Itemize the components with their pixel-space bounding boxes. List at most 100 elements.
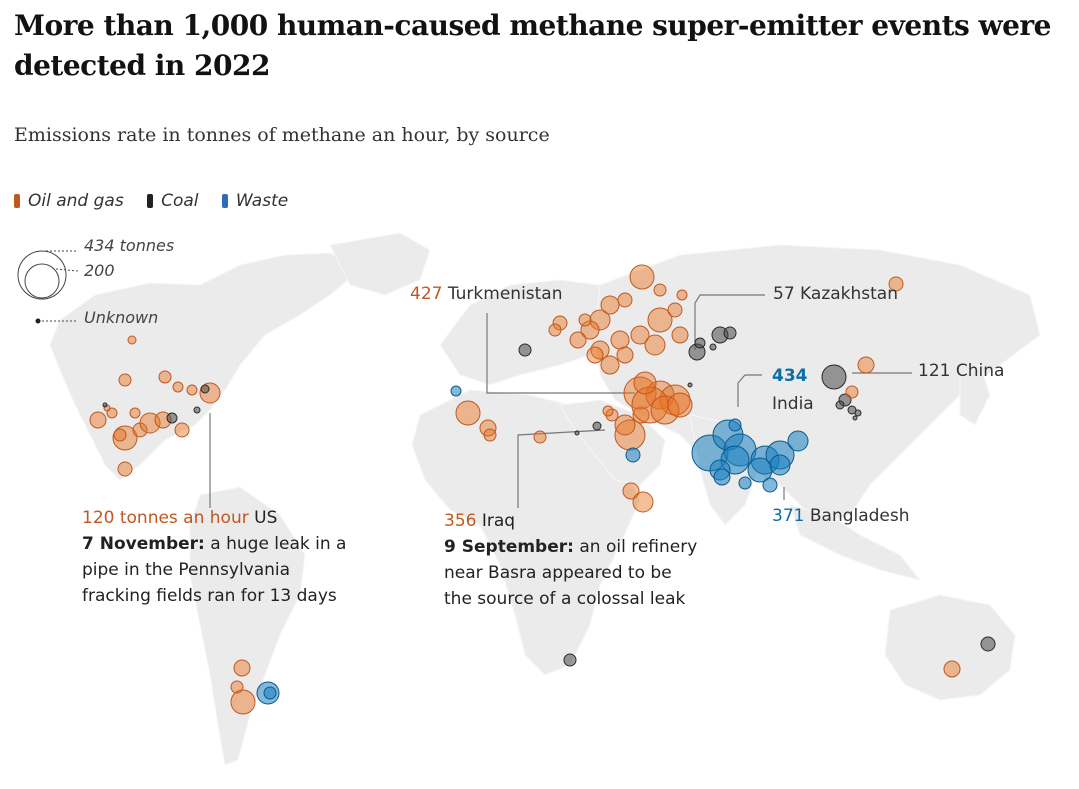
annotation-us-country: US bbox=[254, 508, 278, 528]
size-key-label-unknown: Unknown bbox=[84, 308, 159, 327]
annotation-us-date: 7 November: bbox=[82, 534, 205, 554]
size-key-label-200: 200 bbox=[84, 261, 115, 280]
waste-bubble-25 bbox=[263, 686, 277, 700]
oil-gas-bubble-64 bbox=[616, 346, 634, 364]
oil-gas-bubble-29 bbox=[533, 430, 547, 444]
oil-gas-bubble-62 bbox=[667, 302, 683, 318]
coal-bubble-19 bbox=[193, 406, 201, 414]
annotation-us-text3: fracking fields ran for 13 days bbox=[82, 586, 337, 606]
oil-gas-bubble-35 bbox=[602, 405, 614, 417]
label-india: 434 India bbox=[772, 362, 814, 418]
oil-gas-bubble-46 bbox=[667, 392, 693, 418]
oil-gas-bubble-23 bbox=[230, 689, 256, 715]
oil-gas-bubble-96 bbox=[857, 356, 875, 374]
oil-gas-bubble-48 bbox=[632, 491, 654, 513]
land-greenland bbox=[329, 232, 431, 296]
legend-swatch-coal bbox=[147, 194, 154, 208]
size-key-dot-unknown bbox=[35, 318, 41, 324]
chart-subtitle: Emissions rate in tonnes of methane an h… bbox=[14, 124, 550, 146]
annotation-iraq-text2: near Basra appeared to be bbox=[444, 563, 672, 583]
legend: Oil and gas Coal Waste bbox=[14, 191, 306, 213]
label-turkmenistan-country: Turkmenistan bbox=[447, 284, 563, 304]
coal-bubble-75 bbox=[518, 343, 532, 357]
annotation-iraq-text3: the source of a colossal leak bbox=[444, 589, 686, 609]
coal-bubble-95 bbox=[854, 409, 862, 417]
chart-title: More than 1,000 human-caused methane sup… bbox=[14, 9, 1052, 82]
oil-gas-bubble-10 bbox=[186, 384, 198, 396]
label-kazakhstan-country: Kazakhstan bbox=[800, 284, 898, 304]
annotation-iraq-date: 9 September: bbox=[444, 537, 574, 557]
oil-gas-bubble-33 bbox=[614, 414, 636, 436]
annotation-us-text1: a huge leak in a bbox=[204, 534, 347, 554]
oil-gas-bubble-56 bbox=[548, 323, 562, 337]
coal-bubble-71 bbox=[694, 337, 706, 349]
coal-bubble-101 bbox=[980, 636, 996, 652]
size-key-tick-200 bbox=[55, 268, 79, 272]
oil-gas-bubble-98 bbox=[888, 276, 904, 292]
emission-bubbles bbox=[89, 264, 996, 715]
oil-gas-bubble-1 bbox=[158, 370, 172, 384]
annotation-us-value: 120 tonnes an hour bbox=[82, 508, 249, 528]
oil-gas-bubble-14 bbox=[129, 407, 141, 419]
oil-gas-bubble-3 bbox=[89, 411, 107, 429]
oil-gas-bubble-47 bbox=[633, 371, 657, 395]
world-map bbox=[17, 232, 1041, 766]
size-key bbox=[17, 250, 79, 324]
waste-bubble-89 bbox=[769, 454, 791, 476]
land-southeast-asia bbox=[789, 504, 922, 581]
label-india-value: 434 bbox=[772, 366, 808, 386]
annotation-iraq: 356 Iraq 9 September: an oil refinery ne… bbox=[444, 508, 697, 612]
coal-bubble-94 bbox=[847, 405, 857, 415]
oil-gas-bubble-63 bbox=[671, 326, 689, 344]
label-turkmenistan: 427 Turkmenistan bbox=[410, 284, 563, 304]
oil-gas-bubble-97 bbox=[845, 385, 859, 399]
oil-gas-bubble-65 bbox=[600, 355, 620, 375]
legend-swatch-waste bbox=[221, 194, 228, 208]
waste-bubble-36 bbox=[450, 385, 462, 397]
waste-bubble-86 bbox=[787, 430, 809, 452]
oil-gas-bubble-31 bbox=[605, 408, 619, 422]
waste-bubble-90 bbox=[728, 418, 742, 432]
annotation-us: 120 tonnes an hour US 7 November: a huge… bbox=[82, 505, 346, 609]
oil-gas-bubble-61 bbox=[647, 307, 673, 333]
land-south-america bbox=[189, 486, 306, 766]
coal-bubble-93 bbox=[835, 400, 845, 410]
waste-bubble-37 bbox=[625, 447, 641, 463]
label-china-country: China bbox=[955, 361, 1005, 381]
coal-bubble-76 bbox=[687, 382, 693, 388]
oil-gas-bubble-52 bbox=[589, 309, 611, 331]
label-china-value: 121 bbox=[918, 361, 951, 381]
annotation-iraq-country: Iraq bbox=[481, 511, 516, 531]
legend-item-oil-and-gas: Oil and gas bbox=[14, 191, 124, 211]
oil-gas-bubble-51 bbox=[600, 295, 620, 315]
oil-gas-bubble-49 bbox=[629, 264, 655, 290]
annotation-iraq-text1: an oil refinery bbox=[573, 537, 698, 557]
oil-gas-bubble-59 bbox=[630, 325, 650, 345]
oil-gas-bubble-57 bbox=[590, 340, 610, 360]
coal-bubble-20 bbox=[102, 402, 108, 408]
annotation-iraq-value: 356 bbox=[444, 511, 477, 531]
oil-gas-bubble-54 bbox=[569, 331, 587, 349]
waste-bubble-82 bbox=[713, 468, 731, 486]
label-china: 121 China bbox=[918, 361, 1004, 381]
waste-bubble-88 bbox=[762, 477, 778, 493]
land-masses bbox=[49, 232, 1041, 766]
oil-gas-bubble-100 bbox=[943, 660, 961, 678]
label-turkmenistan-value: 427 bbox=[410, 284, 443, 304]
oil-gas-bubble-28 bbox=[483, 428, 497, 442]
size-key-circle-200 bbox=[24, 263, 60, 299]
oil-gas-bubble-26 bbox=[455, 400, 481, 426]
oil-gas-bubble-69 bbox=[586, 346, 604, 364]
land-north-america bbox=[49, 252, 361, 481]
waste-bubble-83 bbox=[738, 476, 752, 490]
legend-item-waste: Waste bbox=[221, 191, 288, 211]
coal-bubble-17 bbox=[166, 412, 178, 424]
coal-bubble-91 bbox=[821, 364, 847, 390]
coal-bubble-40 bbox=[574, 430, 580, 436]
oil-gas-bubble-34 bbox=[632, 406, 650, 424]
oil-gas-bubble-9 bbox=[174, 422, 190, 438]
leader-india bbox=[737, 374, 762, 407]
size-key-circle-434 bbox=[17, 250, 67, 300]
oil-gas-bubble-58 bbox=[610, 330, 630, 350]
label-kazakhstan-value: 57 bbox=[773, 284, 795, 304]
